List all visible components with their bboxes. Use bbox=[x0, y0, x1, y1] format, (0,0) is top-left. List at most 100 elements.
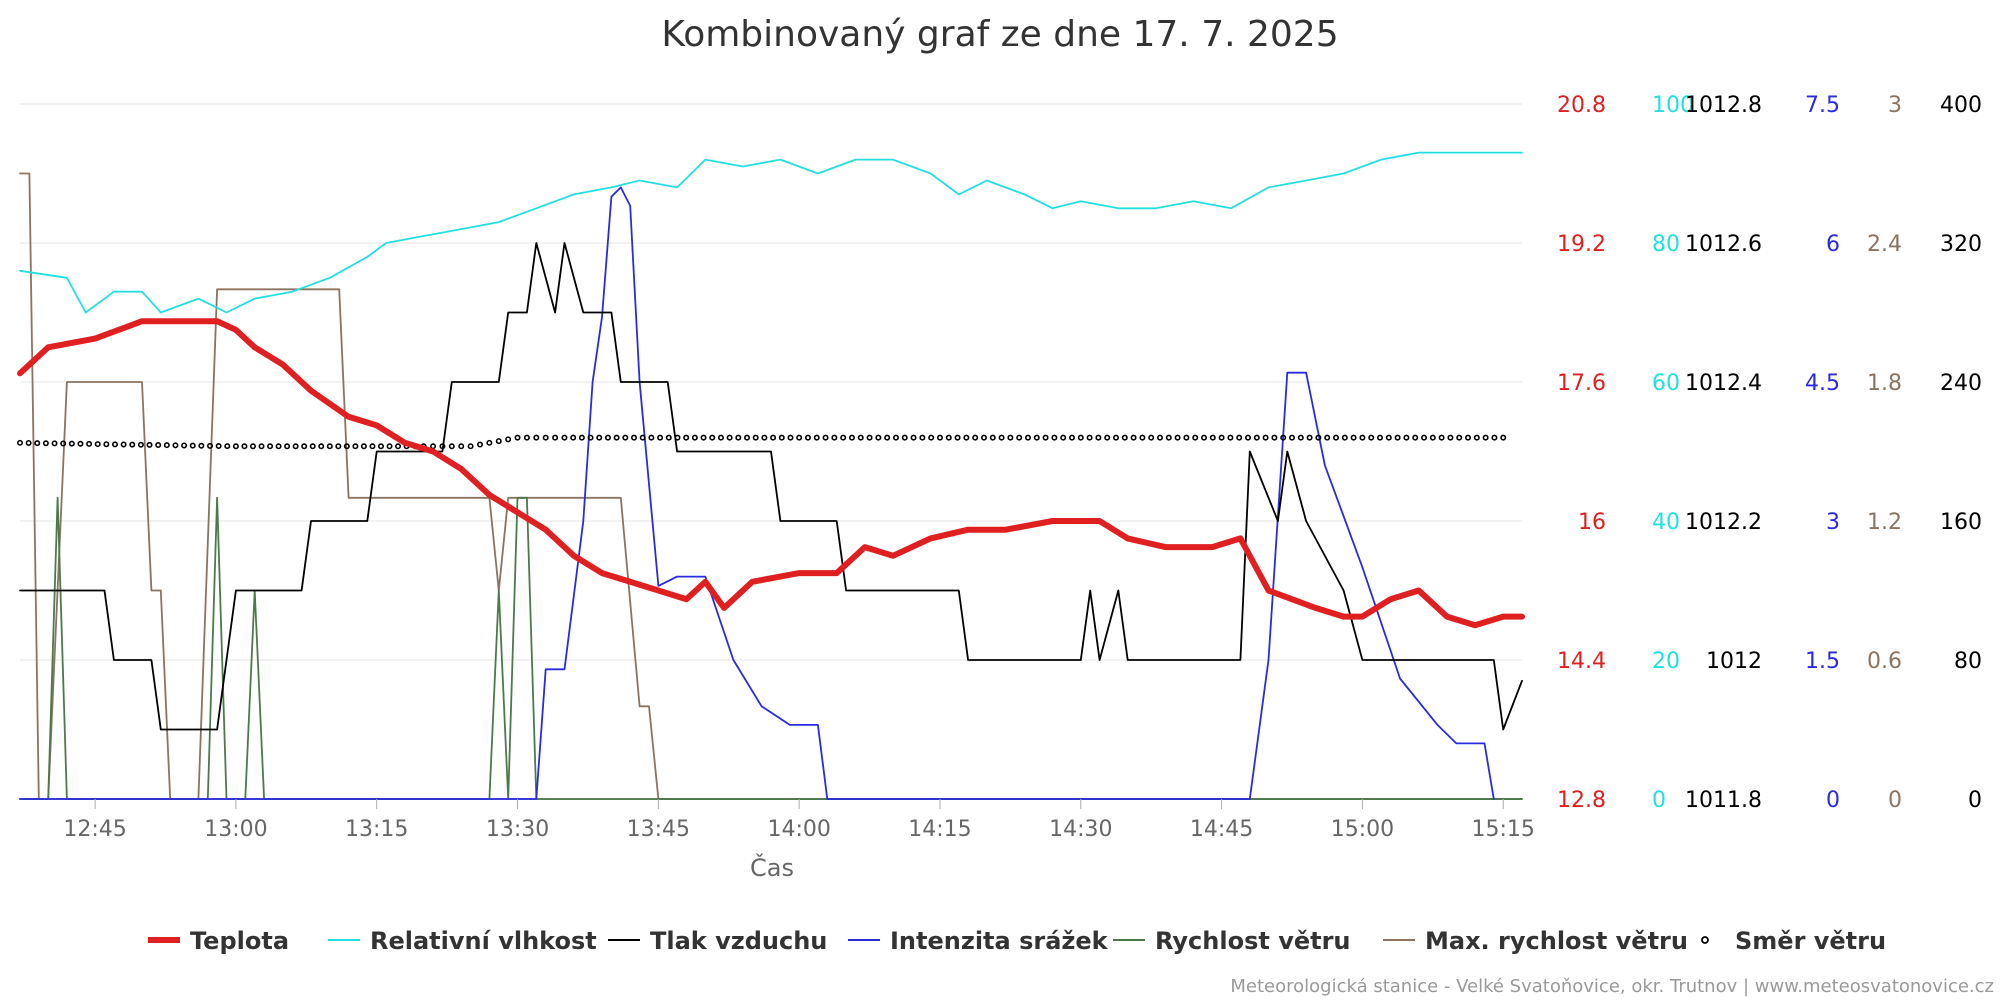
wind-direction-point bbox=[301, 443, 308, 450]
wind-direction-point bbox=[613, 434, 620, 441]
x-tick-label: 14:15 bbox=[908, 817, 971, 842]
wind-direction-point bbox=[1324, 434, 1331, 441]
wind-direction-point bbox=[514, 434, 521, 441]
y-tick-label-press: 1011.8 bbox=[1685, 788, 1762, 813]
wind-direction-point bbox=[1429, 434, 1436, 441]
wind-direction-point bbox=[910, 434, 917, 441]
wind-direction-point bbox=[25, 439, 32, 446]
wind-direction-point bbox=[1465, 434, 1472, 441]
wind-direction-point bbox=[369, 443, 376, 450]
y-tick-label-temp: 19.2 bbox=[1557, 232, 1606, 257]
wind-direction-point bbox=[1095, 434, 1102, 441]
wind-direction-point bbox=[94, 441, 101, 448]
y-tick-label-press: 1012.2 bbox=[1685, 510, 1762, 535]
wind-direction-point bbox=[1104, 434, 1111, 441]
wind-direction-point bbox=[1377, 434, 1384, 441]
y-tick-label-dir: 0 bbox=[1968, 788, 1982, 813]
wind-direction-point bbox=[639, 434, 646, 441]
wind-direction-point bbox=[215, 443, 222, 450]
wind-direction-point bbox=[1271, 434, 1278, 441]
wind-direction-point bbox=[495, 438, 502, 445]
wind-direction-point bbox=[954, 434, 961, 441]
wind-direction-point bbox=[796, 434, 803, 441]
wind-direction-point bbox=[989, 434, 996, 441]
wind-direction-point bbox=[1412, 434, 1419, 441]
wind-direction-point bbox=[224, 443, 231, 450]
y-tick-label-press: 1012.8 bbox=[1685, 93, 1762, 118]
x-tick-label: 13:30 bbox=[486, 817, 549, 842]
wind-direction-point bbox=[1456, 434, 1463, 441]
wind-direction-point bbox=[1051, 434, 1058, 441]
wind-direction-point bbox=[1033, 434, 1040, 441]
x-tick-label: 13:45 bbox=[627, 817, 690, 842]
wind-direction-point bbox=[112, 441, 119, 448]
wind-direction-point bbox=[1016, 434, 1023, 441]
wind-direction-point bbox=[1068, 434, 1075, 441]
wind-direction-point bbox=[458, 443, 465, 450]
wind-direction-point bbox=[16, 439, 23, 446]
y-tick-label-dir: 240 bbox=[1940, 371, 1982, 396]
wind-direction-point bbox=[232, 443, 239, 450]
y-tick-label-dir: 80 bbox=[1954, 649, 1982, 674]
wind-direction-point bbox=[42, 440, 49, 447]
wind-direction-point bbox=[972, 434, 979, 441]
wind-direction-point bbox=[335, 443, 342, 450]
wind-direction-point bbox=[963, 434, 970, 441]
wind-direction-point bbox=[1192, 434, 1199, 441]
wind-direction-point bbox=[198, 442, 205, 449]
wind-direction-point bbox=[604, 434, 611, 441]
y-tick-label-rain: 6 bbox=[1826, 232, 1840, 257]
wind-direction-point bbox=[1500, 434, 1507, 441]
wind-direction-point bbox=[1086, 434, 1093, 441]
wind-direction-point bbox=[86, 440, 93, 447]
wind-direction-point bbox=[1341, 434, 1348, 441]
wind-direction-point bbox=[1200, 434, 1207, 441]
wind-direction-point bbox=[1447, 434, 1454, 441]
y-tick-label-rain: 1.5 bbox=[1805, 649, 1840, 674]
wind-direction-point bbox=[1491, 434, 1498, 441]
wind-direction-point bbox=[884, 434, 891, 441]
wind-direction-point bbox=[1130, 434, 1137, 441]
y-tick-label-temp: 12.8 bbox=[1557, 788, 1606, 813]
wind-direction-point bbox=[691, 434, 698, 441]
wind-direction-point bbox=[726, 434, 733, 441]
wind-direction-point bbox=[326, 443, 333, 450]
wind-direction-point bbox=[631, 434, 638, 441]
wind-direction-point bbox=[1262, 434, 1269, 441]
wind-direction-point bbox=[587, 434, 594, 441]
wind-direction-point bbox=[207, 442, 214, 449]
wind-direction-point bbox=[1112, 434, 1119, 441]
y-tick-label-hum: 100 bbox=[1652, 93, 1694, 118]
x-tick-label: 13:15 bbox=[345, 817, 408, 842]
series-line-0 bbox=[17, 318, 1525, 629]
wind-direction-point bbox=[51, 440, 58, 447]
wind-direction-point bbox=[1315, 434, 1322, 441]
wind-direction-point bbox=[292, 443, 299, 450]
wind-direction-point bbox=[1289, 434, 1296, 441]
legend: Teplota Relativní vlhkost Tlak vzduchu Inte… bbox=[148, 927, 1886, 955]
wind-direction-point bbox=[674, 434, 681, 441]
legend-label: Intenzita srážek bbox=[890, 927, 1109, 955]
wind-direction-point bbox=[901, 434, 908, 441]
wind-direction-point bbox=[1438, 434, 1445, 441]
wind-direction-point bbox=[945, 434, 952, 441]
x-tick-label: 12:45 bbox=[63, 817, 126, 842]
wind-direction-point bbox=[189, 442, 196, 449]
wind-direction-point bbox=[1165, 434, 1172, 441]
wind-direction-point bbox=[1482, 434, 1489, 441]
wind-direction-point bbox=[928, 434, 935, 441]
wind-direction-point bbox=[395, 443, 402, 450]
wind-direction-point bbox=[505, 436, 512, 443]
wind-direction-point bbox=[267, 443, 274, 450]
wind-direction-point bbox=[866, 434, 873, 441]
wind-direction-point bbox=[998, 434, 1005, 441]
y-tick-label-rain: 4.5 bbox=[1805, 371, 1840, 396]
series-line-3 bbox=[19, 186, 1495, 800]
x-tick-label: 14:30 bbox=[1049, 817, 1112, 842]
wind-direction-point bbox=[787, 434, 794, 441]
legend-label: Teplota bbox=[190, 927, 289, 955]
wind-direction-point bbox=[523, 434, 530, 441]
y-tick-label-hum: 40 bbox=[1652, 510, 1680, 535]
wind-direction-point bbox=[258, 443, 265, 450]
wind-direction-point bbox=[1007, 434, 1014, 441]
